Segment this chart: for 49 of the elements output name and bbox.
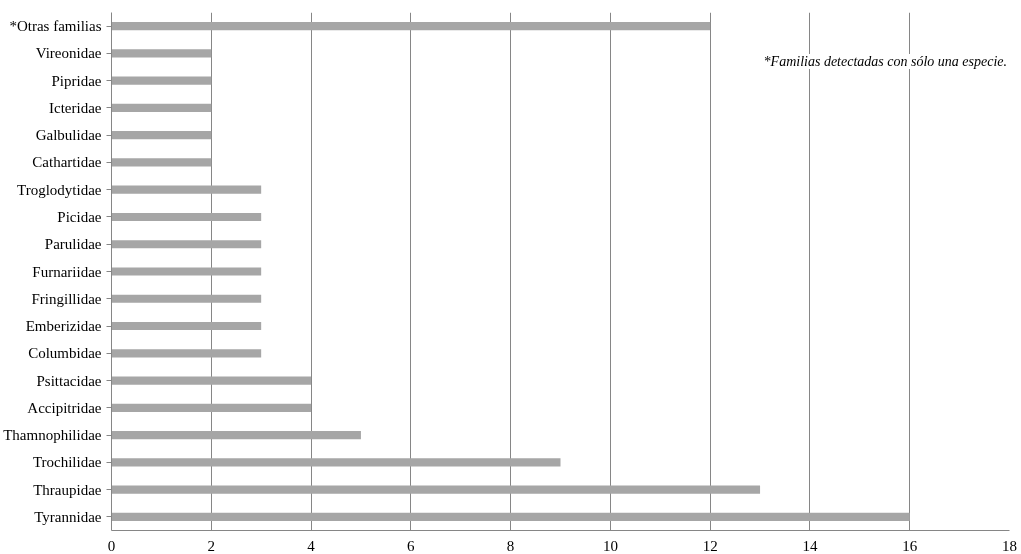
y-tick-label: Thraupidae — [33, 481, 102, 498]
y-tick-label: Vireonidae — [35, 45, 102, 62]
y-tick-label: Thamnophilidae — [3, 427, 102, 444]
bar — [111, 485, 761, 494]
bar — [111, 321, 262, 331]
x-tick-label: 18 — [1002, 537, 1017, 554]
y-tick-label: Furnariidae — [32, 263, 102, 280]
y-tick-label: Icteridae — [49, 99, 102, 116]
y-tick-label: Tyrannidae — [34, 508, 102, 525]
bar — [111, 131, 212, 140]
y-tick-label: Pipridae — [51, 72, 102, 89]
x-tick-label: 14 — [802, 537, 818, 554]
bar — [111, 76, 212, 85]
bar — [111, 212, 262, 222]
bar — [111, 512, 910, 521]
bar — [111, 240, 262, 249]
y-tick-label: Galbulidae — [35, 127, 102, 144]
x-tick-label: 8 — [506, 537, 515, 554]
y-tick-label: Cathartidae — [32, 154, 102, 171]
y-tick-label: *Otras familias — [9, 18, 102, 35]
bar — [111, 294, 262, 303]
y-tick-label: Troglodytidae — [17, 181, 102, 198]
bar — [111, 430, 361, 440]
x-tick-label: 2 — [207, 537, 216, 554]
annotation: *Familias detectadas con sólo una especie. — [763, 54, 1008, 70]
bar — [111, 185, 262, 194]
bar — [111, 349, 262, 358]
x-tick-label: 16 — [902, 537, 918, 554]
bar — [111, 403, 312, 412]
bar — [111, 49, 212, 58]
x-tick-label: 0 — [107, 537, 116, 554]
x-tick-label: 4 — [307, 537, 316, 554]
y-tick-label: Psittacidae — [36, 372, 102, 389]
y-tick-label: Emberizidae — [25, 318, 102, 335]
y-tick-label: Parulidae — [44, 236, 102, 253]
bar — [111, 376, 312, 385]
x-tick-label: 6 — [407, 537, 416, 554]
bar — [111, 103, 212, 113]
y-tick-label: Accipitridae — [27, 399, 102, 416]
bar — [111, 22, 711, 31]
x-tick-label: 10 — [602, 537, 618, 554]
bar — [111, 267, 262, 276]
bar — [111, 458, 561, 467]
y-tick-label: Picidae — [57, 208, 102, 225]
bar — [111, 158, 212, 167]
y-tick-label: Columbidae — [28, 345, 102, 362]
y-tick-label: Fringillidae — [31, 290, 102, 307]
y-tick-label: Trochilidae — [32, 454, 102, 471]
x-tick-label: 12 — [702, 537, 718, 554]
